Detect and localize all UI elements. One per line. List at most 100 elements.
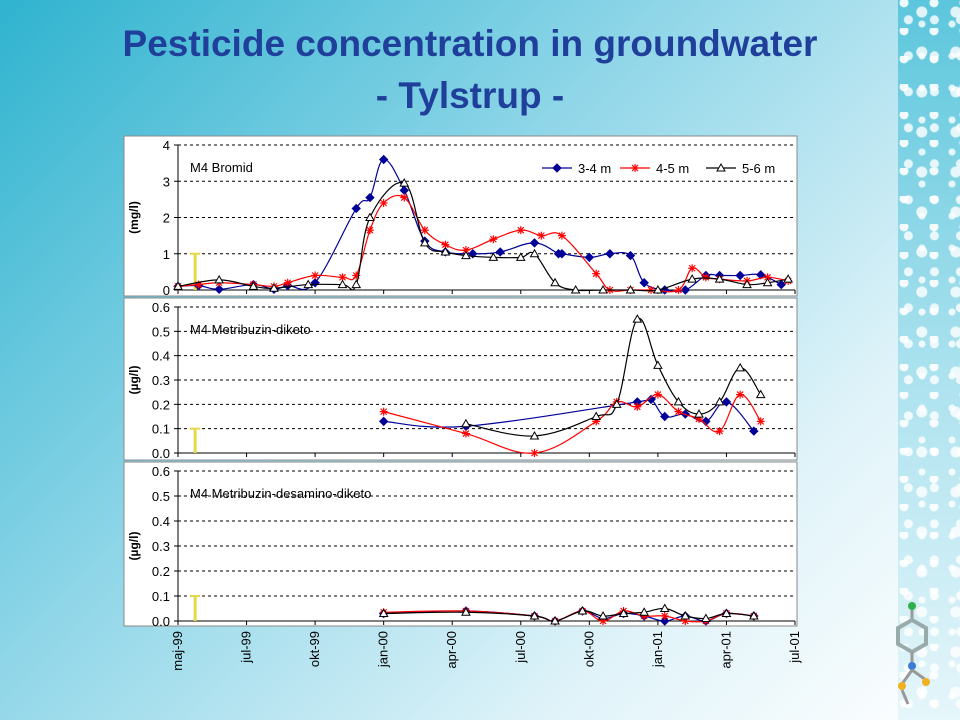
data-point xyxy=(338,273,347,282)
data-point xyxy=(379,199,388,207)
x-tick-label: maj-99 xyxy=(170,631,185,671)
data-point xyxy=(660,612,669,620)
data-point xyxy=(721,608,732,617)
panel-label: M4 Metribuzin-desamino-diketo xyxy=(190,486,371,501)
marker-stroke xyxy=(400,194,408,201)
data-point xyxy=(735,270,745,281)
marker-stroke xyxy=(380,408,388,416)
legend-label: 4-5 m xyxy=(656,161,689,176)
data-point xyxy=(378,154,389,165)
marker-stroke xyxy=(489,235,497,243)
marker-stroke xyxy=(592,270,600,278)
data-point xyxy=(214,284,224,294)
data-point xyxy=(598,610,608,620)
data-point xyxy=(248,281,259,290)
data-point xyxy=(749,426,759,436)
data-point xyxy=(214,274,224,284)
data-point xyxy=(577,605,588,615)
data-point xyxy=(378,608,389,617)
data-point xyxy=(674,286,683,294)
y-tick-label: 3 xyxy=(163,174,170,189)
y-tick-label: 0.2 xyxy=(152,564,170,579)
data-point xyxy=(680,610,691,620)
y-tick-label: 4 xyxy=(163,138,170,153)
data-point xyxy=(495,247,505,257)
series-line-3-4m xyxy=(383,397,755,432)
marker-stroke xyxy=(366,226,374,234)
x-tick-label: apr-01 xyxy=(718,631,733,669)
data-point xyxy=(378,416,389,427)
marker-stroke xyxy=(462,430,470,437)
data-point xyxy=(440,246,451,256)
x-tick-label: apr-00 xyxy=(444,631,459,669)
data-point xyxy=(783,274,794,283)
marker-stroke xyxy=(531,449,538,457)
y-tick-label: 0.3 xyxy=(152,539,170,554)
marker-stroke xyxy=(352,272,360,279)
data-point xyxy=(530,449,539,457)
y-axis-label: (µg/l) xyxy=(127,532,141,561)
data-point xyxy=(516,226,525,235)
y-tick-label: 0.6 xyxy=(152,300,170,315)
data-point xyxy=(639,278,649,288)
data-point xyxy=(529,248,540,258)
marker-stroke xyxy=(688,264,696,272)
data-point xyxy=(420,226,429,235)
chart-panel-2: 0.0 0.1 0.2 0.3 0.4 0.5 0.6 (µg/l) M4 Metribuzin… xyxy=(123,297,798,461)
data-point xyxy=(515,252,526,261)
y-tick-label: 0.1 xyxy=(152,422,170,437)
data-point xyxy=(351,203,361,214)
data-point xyxy=(755,389,766,399)
panel-label: M4 Bromid xyxy=(190,160,253,175)
series-line-5-6m xyxy=(465,317,762,437)
y-axis-label: (µg/l) xyxy=(127,366,141,395)
marker-stroke xyxy=(421,226,429,234)
data-point xyxy=(639,607,650,616)
data-point xyxy=(489,235,498,244)
panel-frame xyxy=(123,135,798,297)
data-point xyxy=(461,607,471,616)
data-point xyxy=(660,411,670,422)
data-point xyxy=(756,417,765,426)
data-point xyxy=(351,279,362,289)
data-point xyxy=(461,418,471,428)
data-point xyxy=(688,264,697,273)
marker-stroke xyxy=(764,273,772,281)
data-point xyxy=(365,192,375,203)
data-point xyxy=(557,249,567,259)
data-point xyxy=(605,249,615,259)
data-point xyxy=(633,402,642,411)
page-title: Pesticide concentration in groundwater xyxy=(122,23,818,64)
y-tick-label: 0.2 xyxy=(152,397,170,412)
data-point xyxy=(736,390,745,399)
x-tick-label: jan-01 xyxy=(650,631,665,668)
data-point xyxy=(714,274,725,283)
data-point xyxy=(611,399,622,408)
data-point xyxy=(701,613,711,622)
data-point xyxy=(591,411,602,420)
data-point xyxy=(653,360,663,369)
y-tick-label: 0.4 xyxy=(152,514,170,529)
data-point xyxy=(632,314,643,323)
data-point xyxy=(529,430,540,440)
data-point xyxy=(660,616,670,626)
marker-stroke xyxy=(631,164,639,172)
decorative-side-strip xyxy=(898,0,960,720)
data-point xyxy=(399,178,410,187)
data-point xyxy=(488,252,499,261)
marker-stroke xyxy=(517,226,525,234)
data-point xyxy=(461,429,470,438)
data-point xyxy=(379,407,388,416)
data-point xyxy=(592,269,601,278)
marker-stroke xyxy=(311,272,319,279)
legend-label: 5-6 m xyxy=(742,161,775,176)
data-point xyxy=(680,285,691,295)
y-tick-label: 0 xyxy=(163,283,170,298)
data-point xyxy=(283,278,292,287)
data-point xyxy=(653,284,663,294)
y-tick-label: 2 xyxy=(163,211,170,226)
data-point xyxy=(365,226,374,235)
data-point xyxy=(552,163,562,173)
data-point xyxy=(625,250,636,261)
